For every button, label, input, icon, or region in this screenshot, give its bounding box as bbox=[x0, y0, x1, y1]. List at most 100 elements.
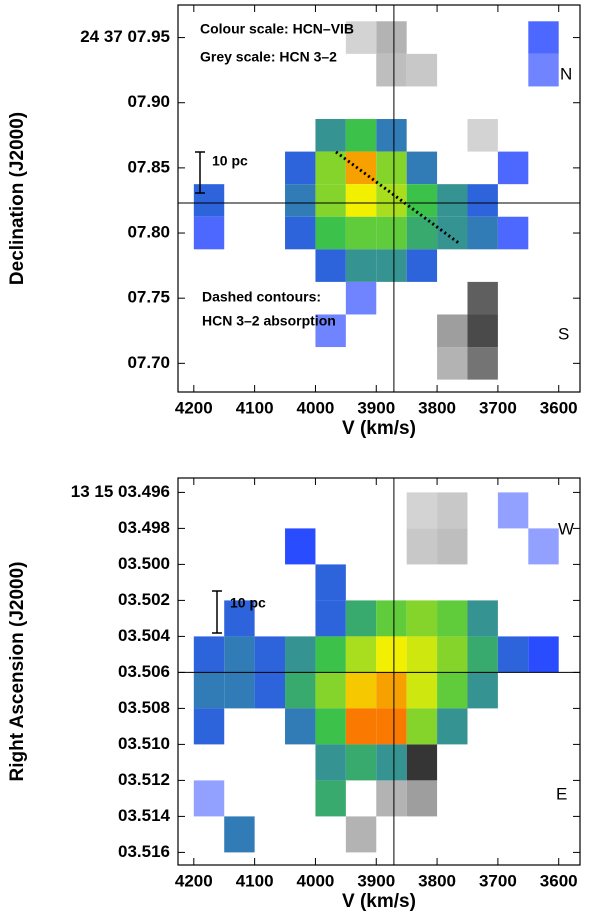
heatmap-cell bbox=[224, 600, 255, 637]
heatmap-cell bbox=[193, 636, 225, 673]
heatmap-cell bbox=[406, 151, 438, 185]
y-tick-label: 03.510 bbox=[118, 734, 170, 753]
x-tick-label: 3900 bbox=[357, 871, 395, 890]
heatmap-cell bbox=[376, 600, 407, 637]
heatmap-cell bbox=[437, 708, 468, 745]
heatmap-cell bbox=[315, 314, 346, 348]
heatmap-cell bbox=[315, 600, 346, 637]
heatmap-cell bbox=[315, 564, 346, 601]
x-axis-label: V (km/s) bbox=[342, 891, 416, 912]
heatmap-cell bbox=[345, 672, 377, 709]
heatmap-cell bbox=[497, 636, 529, 673]
x-tick-label: 4200 bbox=[175, 871, 213, 890]
x-tick-label: 4000 bbox=[297, 871, 335, 890]
heatmap-cell bbox=[193, 184, 225, 217]
x-tick-label: 3800 bbox=[418, 871, 456, 890]
y-tick-label: 03.504 bbox=[118, 626, 171, 645]
y-tick-label: 03.516 bbox=[118, 842, 170, 861]
heatmap-cell bbox=[345, 119, 377, 152]
x-tick-label: 3600 bbox=[540, 871, 578, 890]
heatmap-cell bbox=[315, 672, 346, 709]
heatmap-cell bbox=[406, 708, 438, 745]
heatmap-cell bbox=[193, 216, 225, 250]
y-tick-label: 07.75 bbox=[127, 288, 170, 307]
annotation: Dashed contours: bbox=[202, 289, 321, 305]
heatmap-cell bbox=[406, 184, 438, 217]
heatmap-cell bbox=[528, 53, 559, 87]
x-tick-label: 3800 bbox=[418, 398, 456, 417]
heatmap-cell bbox=[376, 636, 407, 673]
heatmap-cell bbox=[437, 672, 468, 709]
heatmap-cell bbox=[406, 672, 438, 709]
annotation: S bbox=[558, 324, 569, 343]
heatmap-cell bbox=[254, 672, 286, 709]
heatmap-cell bbox=[437, 184, 468, 217]
grey-cell bbox=[406, 492, 438, 529]
heatmap-cell bbox=[437, 216, 468, 250]
heatmap-cell bbox=[497, 216, 529, 250]
heatmap-cell bbox=[437, 600, 468, 637]
scale-bar bbox=[212, 590, 222, 634]
heatmap-cell bbox=[315, 184, 346, 217]
grey-cell bbox=[437, 314, 468, 348]
heatmap-cell bbox=[315, 119, 346, 152]
heatmap-cell bbox=[193, 672, 225, 709]
heatmap-cell bbox=[406, 636, 438, 673]
heatmap-cell bbox=[193, 780, 225, 817]
dotted-line bbox=[335, 150, 461, 246]
y-tick-label: 03.514 bbox=[118, 806, 171, 825]
annotation: W bbox=[558, 519, 574, 538]
heatmap-cell bbox=[406, 216, 438, 250]
heatmap-cell bbox=[376, 249, 407, 282]
heatmap-cell bbox=[467, 184, 498, 217]
y-tick-label: 03.498 bbox=[118, 518, 170, 537]
heatmap-cell bbox=[376, 744, 407, 781]
annotation: 10 pc bbox=[212, 153, 248, 169]
heatmap-cell bbox=[224, 636, 255, 673]
y-tick-label: 03.512 bbox=[118, 770, 170, 789]
heatmap-cell bbox=[254, 636, 286, 673]
heatmap-cell bbox=[406, 249, 438, 282]
heatmap-cell bbox=[315, 216, 346, 250]
grey-cell bbox=[437, 528, 468, 565]
heatmap-cell bbox=[528, 21, 559, 54]
heatmap-cell bbox=[528, 636, 559, 673]
heatmap-cell bbox=[345, 151, 377, 185]
heatmap-cell bbox=[345, 216, 377, 250]
heatmap-cell bbox=[315, 708, 346, 745]
x-tick-label: 3700 bbox=[479, 871, 517, 890]
heatmap-cell bbox=[315, 780, 346, 817]
heatmap-cell bbox=[315, 249, 346, 282]
grey-cell bbox=[437, 347, 468, 380]
y-tick-label: 03.502 bbox=[118, 590, 170, 609]
heatmap-cell bbox=[285, 216, 316, 250]
scale-bar bbox=[195, 151, 205, 194]
heatmap-cell bbox=[224, 672, 255, 709]
y-tick-label: 07.80 bbox=[127, 223, 170, 242]
annotation: E bbox=[556, 784, 567, 803]
x-tick-label: 3900 bbox=[357, 398, 395, 417]
y-tick-label: 13 15 03.496 bbox=[71, 482, 170, 501]
heatmap-cell bbox=[376, 151, 407, 185]
y-tick-label: 03.508 bbox=[118, 698, 170, 717]
x-tick-label: 4200 bbox=[175, 398, 213, 417]
grey-cell bbox=[376, 780, 407, 817]
heatmap-cell bbox=[345, 249, 377, 282]
grey-cell bbox=[345, 21, 377, 54]
annotation: N bbox=[560, 64, 572, 83]
plot-frame bbox=[177, 4, 581, 393]
y-axis-label: Declination (J2000) bbox=[7, 112, 28, 285]
heatmap-cell bbox=[376, 672, 407, 709]
annotation: Colour scale: HCN–VIB bbox=[200, 21, 354, 37]
x-tick-label: 4100 bbox=[236, 398, 274, 417]
x-tick-label: 4100 bbox=[236, 871, 274, 890]
plot-frame bbox=[177, 477, 581, 866]
y-tick-label: 03.506 bbox=[118, 662, 170, 681]
grey-cell bbox=[406, 744, 438, 781]
annotation: 10 pc bbox=[230, 595, 266, 611]
grey-cell bbox=[376, 53, 407, 87]
heatmap-cell bbox=[376, 119, 407, 152]
heatmap-cell bbox=[285, 708, 316, 745]
